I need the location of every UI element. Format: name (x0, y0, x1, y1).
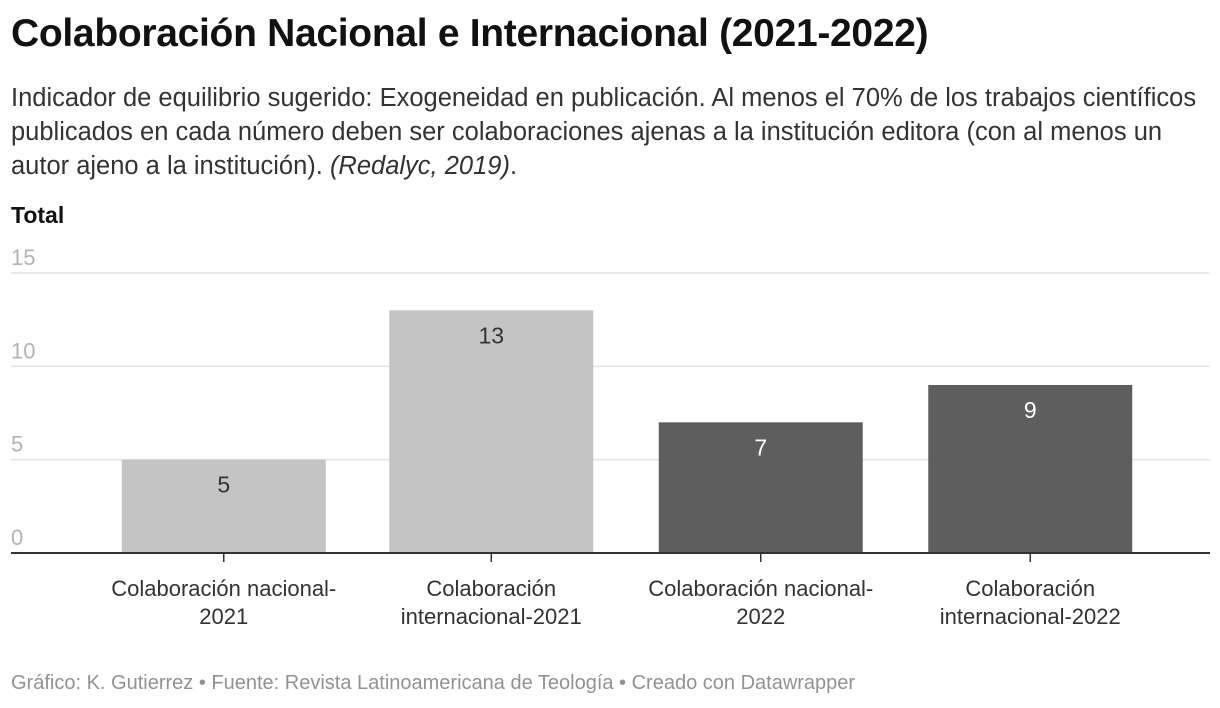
data-label: 13 (478, 322, 504, 348)
x-tick-label: Colaboración nacional- (648, 576, 873, 601)
data-label: 9 (1024, 397, 1037, 423)
x-tick-label: Colaboración (965, 576, 1095, 601)
x-tick-label: 2021 (199, 604, 248, 629)
x-tick-label: Colaboración (426, 576, 556, 601)
y-tick-label: 15 (11, 245, 35, 270)
x-tick-label: internacional-2022 (940, 604, 1121, 629)
subtitle-end: . (509, 152, 518, 180)
bar (658, 422, 863, 553)
x-tick-label: 2022 (736, 604, 785, 629)
x-tick-label: internacional-2021 (401, 604, 582, 629)
x-tick-label: Colaboración nacional- (111, 576, 336, 601)
y-tick-label: 0 (11, 525, 23, 550)
bar-chart: 0 5 10 15 5 Colaboración nacional- 2021 13 Colab… (11, 245, 1210, 629)
data-label: 7 (754, 434, 767, 460)
chart-title: Colaboración Nacional e Internacional (2… (11, 12, 929, 55)
bar (121, 459, 326, 553)
chart-subtitle: Indicador de equilibrio sugerido: Exogen… (11, 81, 1206, 183)
bar (928, 385, 1133, 553)
subtitle-text: Indicador de equilibrio sugerido: Exogen… (11, 84, 1197, 180)
bar (389, 310, 594, 553)
data-label: 5 (217, 472, 230, 498)
chart-footer: Gráfico: K. Gutierrez • Fuente: Revista … (11, 672, 856, 694)
subtitle-citation: (Redalyc, 2019) (329, 152, 510, 180)
y-tick-label: 10 (11, 338, 35, 363)
y-axis-title: Total (11, 202, 65, 228)
y-tick-label: 5 (11, 432, 23, 457)
